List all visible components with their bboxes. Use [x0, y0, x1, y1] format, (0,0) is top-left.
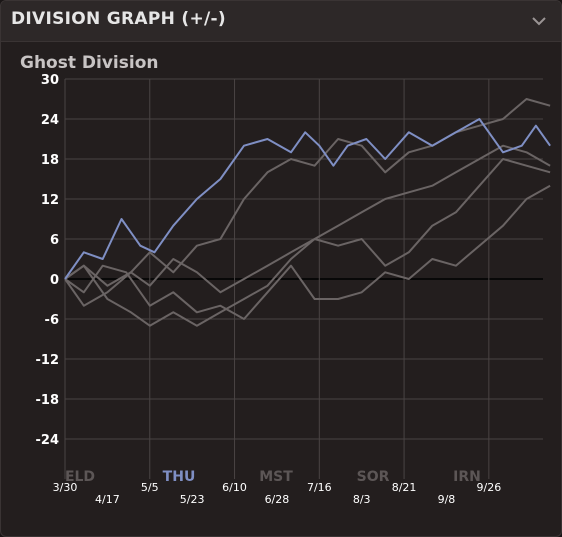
x-tick-label: 6/28	[265, 493, 290, 506]
y-tick-label: 12	[41, 193, 59, 208]
y-tick-label: 30	[41, 73, 59, 88]
panel-title: DIVISION GRAPH (+/-)	[11, 9, 226, 29]
tab-sor[interactable]: SOR	[356, 469, 390, 485]
y-tick-label: 6	[50, 233, 59, 248]
y-tick-label: 24	[41, 113, 59, 128]
y-tick-label: -6	[45, 313, 59, 328]
x-tick-label: 9/26	[476, 481, 501, 494]
line-chart: 30 24 18 12 6 0 -6 -12 -18 -24 3/30 4/17 5/5 5/23 6/10…	[36, 73, 551, 506]
x-tick-label: 5/23	[180, 493, 205, 506]
x-tick-label: 6/10	[222, 481, 247, 494]
tab-mst[interactable]: MST	[259, 469, 293, 485]
team-tabs: ELD THU MST SOR IRN	[1, 469, 561, 489]
y-tick-label: -12	[36, 353, 60, 368]
series-line-thu	[64, 118, 551, 280]
series-line-mst	[64, 158, 551, 327]
series-line-sor	[64, 144, 551, 307]
x-tick-label: 8/21	[392, 481, 417, 494]
tab-thu[interactable]: THU	[162, 469, 196, 485]
y-tick-label: 0	[50, 273, 59, 288]
y-tick-label: 18	[41, 153, 59, 168]
chevron-down-icon[interactable]	[531, 13, 547, 29]
y-tick-label: -24	[36, 433, 60, 448]
series-line-eld	[64, 184, 551, 320]
tab-eld[interactable]: ELD	[64, 469, 96, 485]
tab-irn[interactable]: IRN	[453, 469, 481, 485]
chart-area: Ghost Division 30 24 18 12 6 0 -6 -12 -18 -24 3/30…	[1, 43, 561, 533]
x-tick-label: 4/17	[95, 493, 120, 506]
x-tick-label: 7/16	[307, 481, 332, 494]
x-tick-label: 3/30	[53, 481, 78, 494]
series-line-irn	[64, 98, 551, 287]
panel-header[interactable]: DIVISION GRAPH (+/-)	[1, 1, 561, 42]
chart-title: Ghost Division	[20, 53, 159, 73]
x-tick-label: 9/8	[438, 493, 456, 506]
x-tick-label: 8/3	[353, 493, 371, 506]
x-tick-label: 5/5	[141, 481, 159, 494]
y-tick-label: -18	[36, 393, 60, 408]
